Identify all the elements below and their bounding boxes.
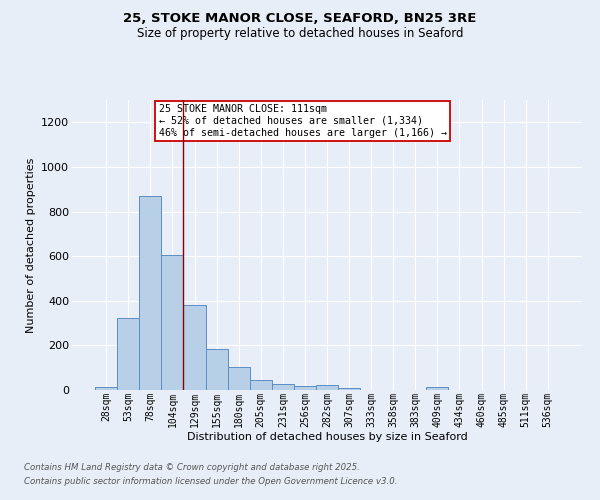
Bar: [95, 386, 117, 390]
Bar: [272, 384, 294, 390]
Bar: [184, 305, 206, 390]
Bar: [206, 348, 227, 390]
Bar: [227, 366, 250, 390]
Bar: [294, 386, 316, 390]
Text: 25 STOKE MANOR CLOSE: 111sqm
← 52% of detached houses are smaller (1,334)
46% of: 25 STOKE MANOR CLOSE: 111sqm ← 52% of de…: [158, 104, 446, 138]
Bar: [427, 388, 448, 390]
Bar: [250, 380, 272, 390]
Bar: [338, 388, 360, 390]
Bar: [161, 255, 184, 390]
Y-axis label: Number of detached properties: Number of detached properties: [26, 158, 35, 332]
Bar: [117, 318, 139, 390]
X-axis label: Distribution of detached houses by size in Seaford: Distribution of detached houses by size …: [187, 432, 467, 442]
Text: Contains public sector information licensed under the Open Government Licence v3: Contains public sector information licen…: [24, 477, 398, 486]
Bar: [139, 196, 161, 390]
Text: 25, STOKE MANOR CLOSE, SEAFORD, BN25 3RE: 25, STOKE MANOR CLOSE, SEAFORD, BN25 3RE: [124, 12, 476, 26]
Bar: [316, 385, 338, 390]
Text: Size of property relative to detached houses in Seaford: Size of property relative to detached ho…: [137, 28, 463, 40]
Text: Contains HM Land Registry data © Crown copyright and database right 2025.: Contains HM Land Registry data © Crown c…: [24, 464, 360, 472]
